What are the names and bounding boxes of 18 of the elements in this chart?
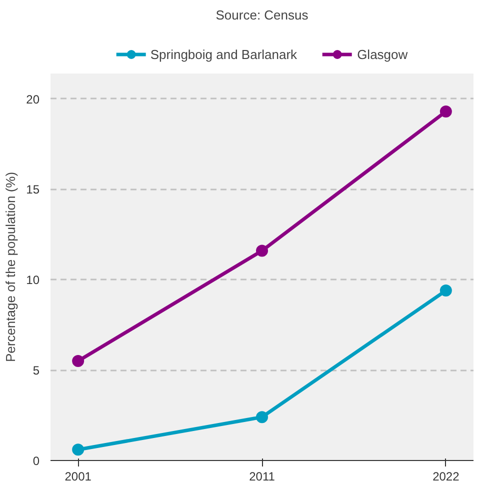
point — [256, 411, 268, 424]
y-tick-label: 20 — [26, 92, 40, 106]
chart-title: Source: Census — [216, 8, 309, 22]
x-tick-label: 2022 — [432, 470, 460, 484]
point — [256, 244, 268, 257]
point — [72, 355, 84, 368]
point — [72, 444, 84, 456]
y-tick-label: 15 — [26, 182, 40, 197]
legend-label: Glasgow — [357, 46, 408, 62]
y-tick-label: 0 — [32, 454, 40, 468]
y-tick-label: 10 — [26, 273, 40, 288]
x-tick-label: 2001 — [64, 470, 92, 484]
y-axis-title: Percentage of the population (%) — [3, 172, 18, 362]
point — [440, 105, 452, 118]
point — [440, 284, 452, 296]
y-tick-label: 5 — [32, 364, 40, 378]
legend-label: Springboig and Barlanark — [150, 46, 298, 62]
x-tick-label: 2011 — [249, 470, 276, 484]
